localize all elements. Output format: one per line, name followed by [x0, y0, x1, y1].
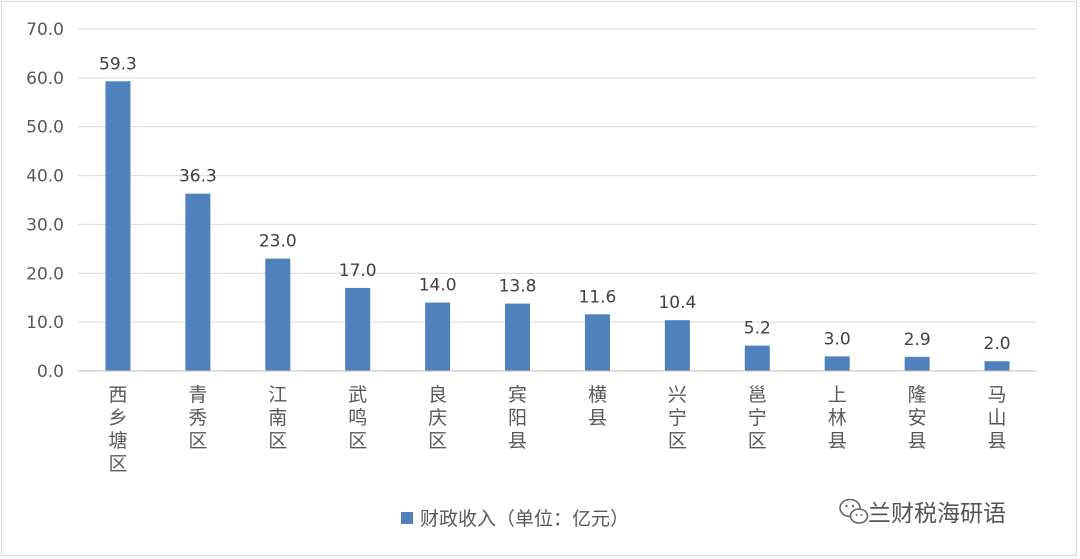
bar [824, 356, 850, 371]
category-label: 宾阳县 [508, 384, 527, 452]
data-label: 11.6 [579, 287, 617, 307]
legend-label: 财政收入（单位：亿元） [420, 508, 629, 530]
y-tick-label: 10.0 [26, 313, 64, 333]
category-labels: 西乡塘区 青秀区 江南区 武鸣区 良庆区 宾阳县 横县 兴宁区 邕宁区 上林县 隆安县 马山县 [108, 384, 1006, 475]
y-tick-label: 60.0 [26, 69, 64, 89]
data-label: 5.2 [744, 319, 771, 339]
bar [265, 258, 291, 371]
bar [984, 361, 1010, 371]
data-label: 23.0 [259, 232, 297, 252]
data-label: 14.0 [419, 276, 457, 296]
category-label: 武鸣区 [348, 384, 367, 452]
category-label: 马山县 [988, 384, 1007, 452]
category-label: 隆安县 [908, 384, 927, 452]
bar [425, 302, 451, 371]
y-axis-tick-labels: 0.0 10.0 20.0 30.0 40.0 50.0 60.0 70.0 [26, 20, 64, 382]
bar [505, 303, 531, 371]
gridlines [78, 28, 1037, 323]
data-label: 36.3 [179, 167, 217, 187]
y-tick-label: 0.0 [37, 362, 64, 382]
category-label: 西乡塘区 [108, 384, 127, 475]
bar [584, 314, 610, 371]
data-label: 2.9 [904, 330, 931, 350]
category-label: 兴宁区 [668, 384, 687, 452]
category-label: 邕宁区 [748, 384, 767, 452]
legend: 财政收入（单位：亿元） [401, 508, 629, 530]
data-label: 17.0 [339, 261, 377, 281]
wechat-icon [839, 498, 869, 524]
data-label: 13.8 [499, 277, 537, 297]
data-label: 3.0 [824, 329, 851, 349]
bar [664, 320, 690, 371]
watermark: 兰财税海研语 [839, 498, 1006, 527]
y-tick-label: 20.0 [26, 264, 64, 284]
data-label: 59.3 [99, 54, 137, 74]
legend-swatch [401, 512, 413, 524]
y-tick-label: 40.0 [26, 167, 64, 187]
watermark-text: 兰财税海研语 [868, 501, 1006, 527]
category-label: 江南区 [268, 384, 287, 452]
bar [185, 193, 211, 371]
bar [744, 345, 770, 371]
bar [345, 287, 371, 371]
bar [105, 81, 131, 371]
bar [904, 356, 930, 371]
y-tick-label: 70.0 [26, 20, 64, 40]
bars [105, 81, 1010, 371]
data-label: 2.0 [984, 334, 1011, 354]
category-label: 青秀区 [188, 384, 207, 452]
data-label: 10.4 [658, 293, 696, 313]
category-label: 上林县 [828, 384, 847, 452]
y-tick-label: 50.0 [26, 118, 64, 138]
y-tick-label: 30.0 [26, 215, 64, 235]
data-labels: 59.3 36.3 23.0 17.0 14.0 13.8 11.6 10.4 5.2 3.0 2.… [99, 54, 1011, 354]
category-label: 良庆区 [428, 384, 447, 452]
category-label: 横县 [588, 384, 607, 429]
